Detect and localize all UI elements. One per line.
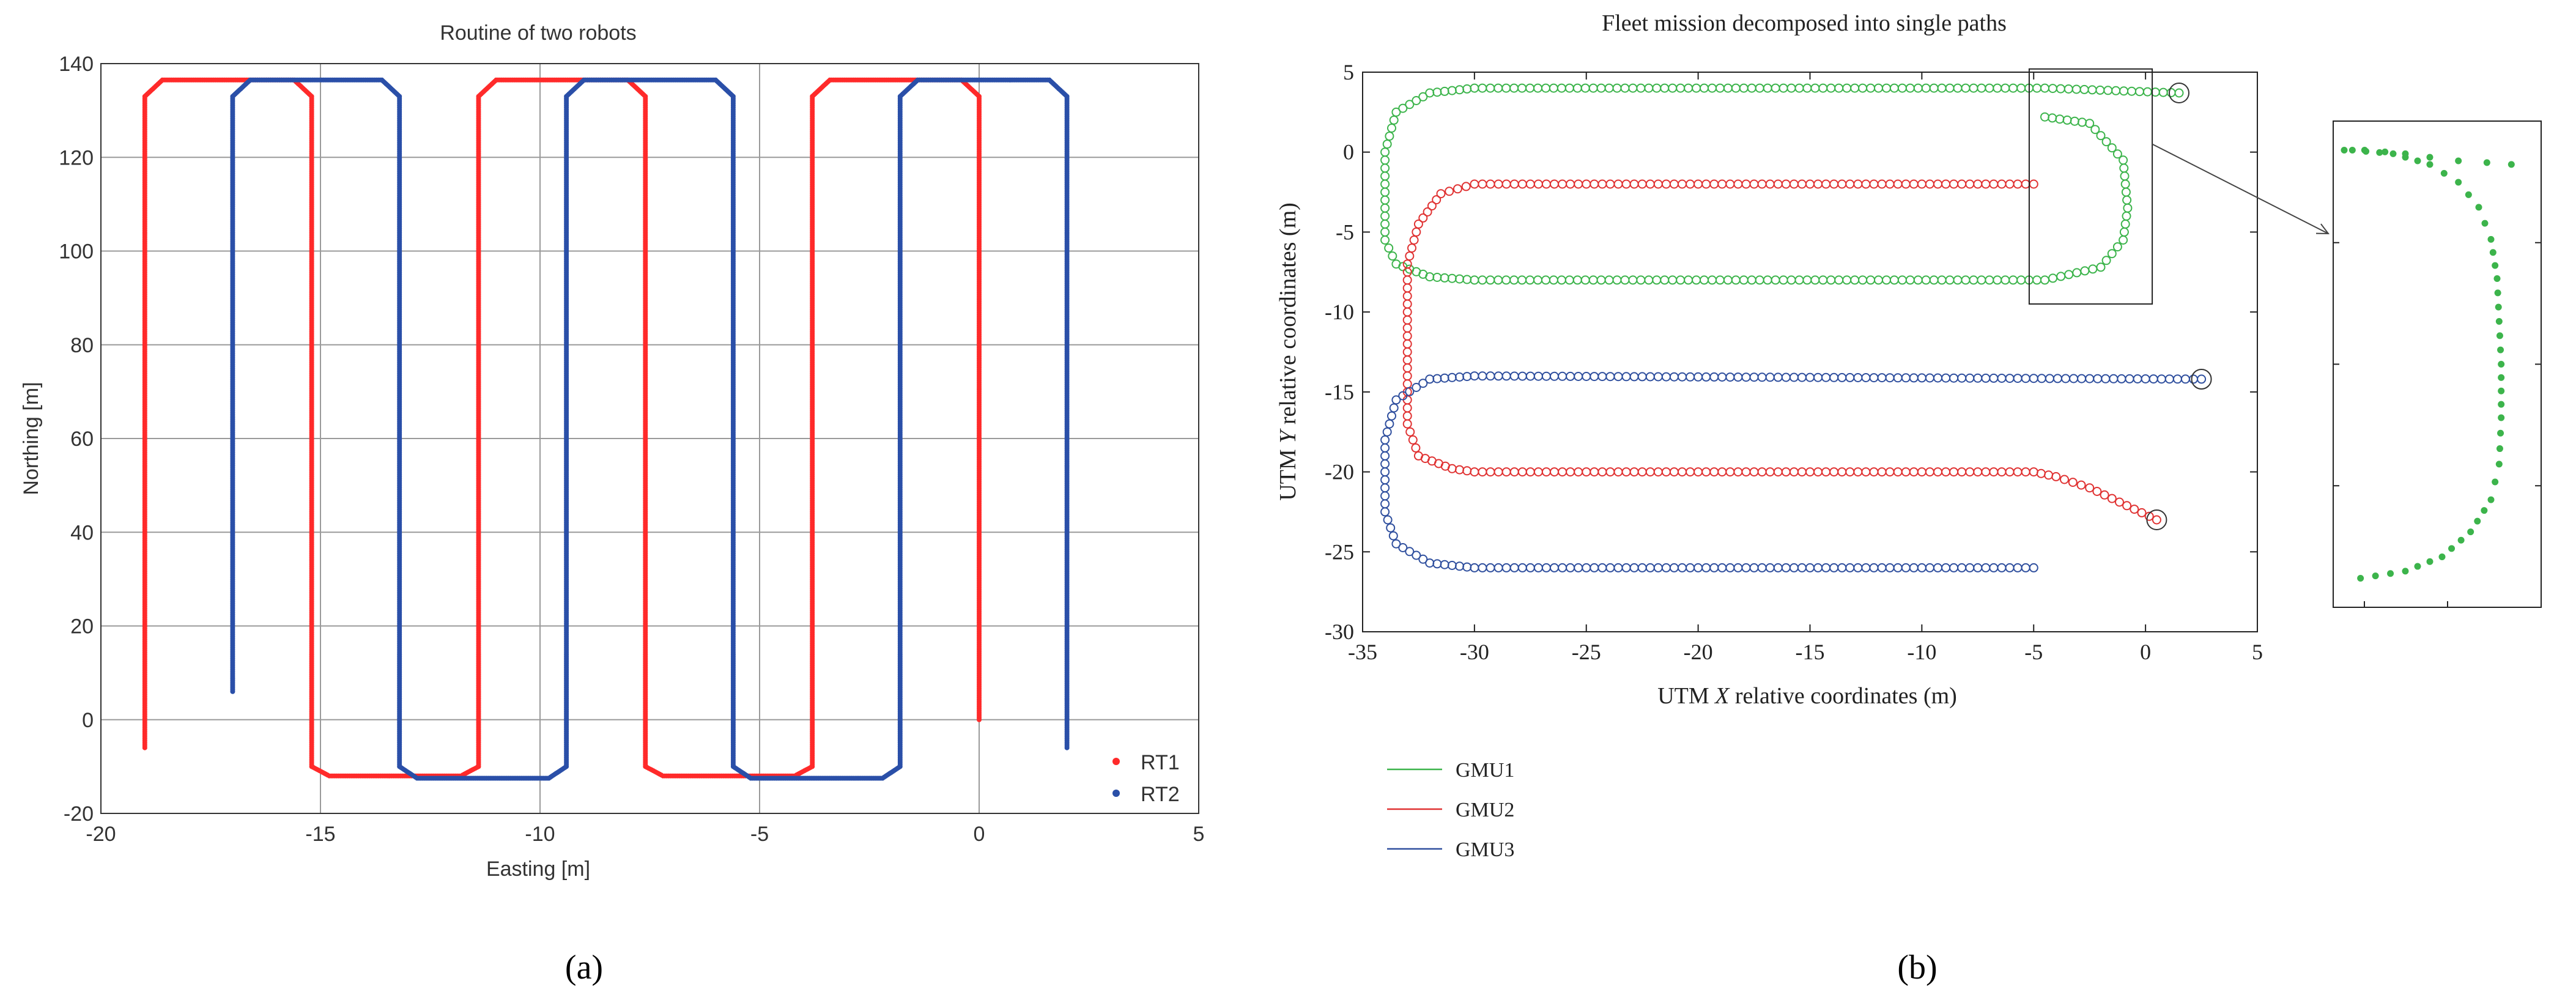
panel-a-routine-of-two-robots: Routine of two robots -20 -15 -10 -5 0 5-2002…: [20, 21, 1204, 986]
panel-a-series: [142, 77, 1070, 781]
panel-a-title: Routine of two robots: [440, 21, 636, 45]
panel-a-series-rt1: [142, 77, 982, 779]
panel-a-point-rt1: [977, 717, 982, 722]
